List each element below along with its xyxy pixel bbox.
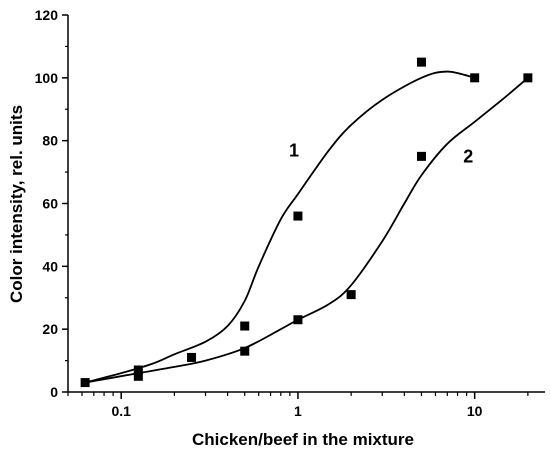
fit-curves bbox=[84, 70, 529, 384]
series-2-point bbox=[133, 371, 143, 381]
x-tick-label: 1 bbox=[294, 403, 302, 419]
data-points bbox=[80, 57, 533, 388]
x-tick-label: 0.1 bbox=[111, 403, 131, 419]
series-1-point bbox=[240, 321, 250, 331]
series-2-curve bbox=[84, 77, 529, 384]
series-1-point bbox=[133, 365, 143, 375]
y-tick-label: 120 bbox=[35, 7, 59, 23]
series-1-point bbox=[470, 73, 480, 83]
x-tick-label: 10 bbox=[467, 403, 483, 419]
series-1-point bbox=[80, 378, 90, 388]
series-2-point bbox=[240, 346, 250, 356]
labels: Chicken/beef in the mixture Color intens… bbox=[7, 105, 473, 449]
axes: 0 20 40 60 80 100 120 0.1 1 10 bbox=[35, 7, 545, 419]
y-tick-label: 40 bbox=[42, 258, 58, 274]
series-2-label: 2 bbox=[463, 147, 473, 167]
y-tick-label: 80 bbox=[42, 133, 58, 149]
y-tick-label: 0 bbox=[50, 384, 58, 400]
y-tick-label: 60 bbox=[42, 196, 58, 212]
series-1-point bbox=[187, 352, 197, 362]
series-1-label: 1 bbox=[289, 140, 299, 160]
series-2-point bbox=[293, 315, 303, 325]
series-1-point bbox=[293, 211, 303, 221]
series-2-point bbox=[416, 151, 426, 161]
y-tick-label: 20 bbox=[42, 321, 58, 337]
series-2-point bbox=[346, 290, 356, 300]
series-2-point bbox=[523, 73, 533, 83]
x-axis-title: Chicken/beef in the mixture bbox=[192, 430, 414, 449]
series-1-curve bbox=[84, 70, 475, 384]
y-tick-label: 100 bbox=[35, 70, 59, 86]
y-axis-title: Color intensity, rel. units bbox=[7, 105, 26, 303]
series-1-point bbox=[416, 57, 426, 67]
